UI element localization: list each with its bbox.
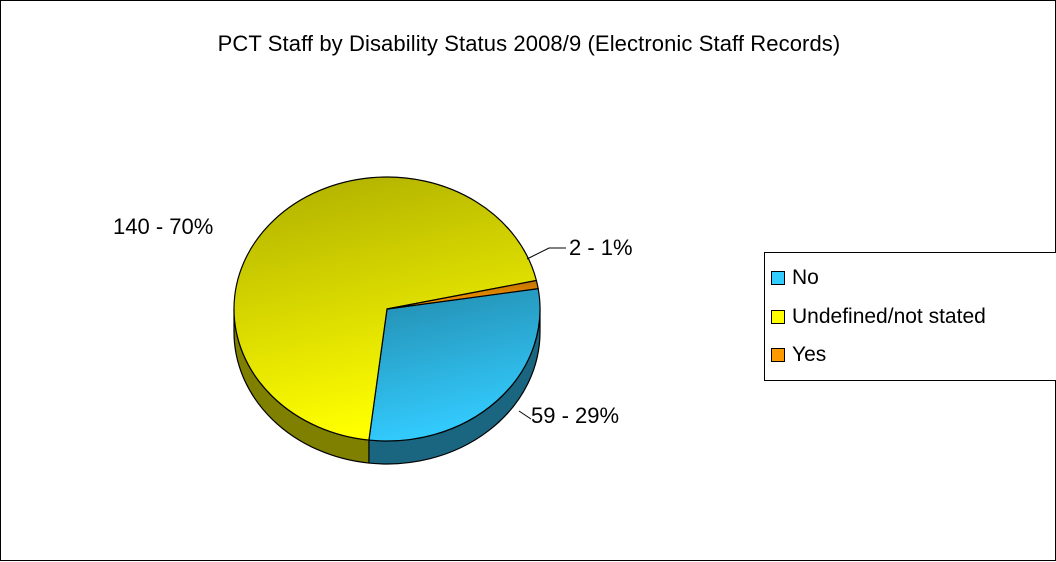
data-labels: 59 - 29% 140 - 70% 2 - 1% <box>113 214 633 428</box>
leader-line-yes <box>526 247 566 260</box>
legend-label-undefined: Undefined/not stated <box>792 305 986 328</box>
leader-lines <box>518 247 566 420</box>
leader-line-no <box>518 410 532 420</box>
pie-3d-sides <box>233 308 541 465</box>
legend-label-yes: Yes <box>792 343 827 366</box>
legend-item-yes: Yes <box>771 342 826 368</box>
data-label-undefined: 140 - 70% <box>113 214 213 239</box>
chart-title: PCT Staff by Disability Status 2008/9 (E… <box>217 31 841 56</box>
pie-slice-no <box>368 288 541 442</box>
pie-slices <box>233 176 541 442</box>
pie-slice-yes <box>386 279 539 310</box>
legend-swatch-yes <box>771 348 785 362</box>
legend-item-undefined: Undefined/not stated <box>771 304 986 330</box>
legend-item-no: No <box>771 265 819 291</box>
data-label-yes: 2 - 1% <box>569 235 633 260</box>
legend-swatch-undefined <box>771 310 785 324</box>
pie-slice-undefined <box>233 176 537 441</box>
legend: No Undefined/not stated Yes <box>764 252 1056 381</box>
legend-swatch-no <box>771 271 785 285</box>
legend-label-no: No <box>792 266 819 289</box>
data-label-no: 59 - 29% <box>531 403 619 428</box>
